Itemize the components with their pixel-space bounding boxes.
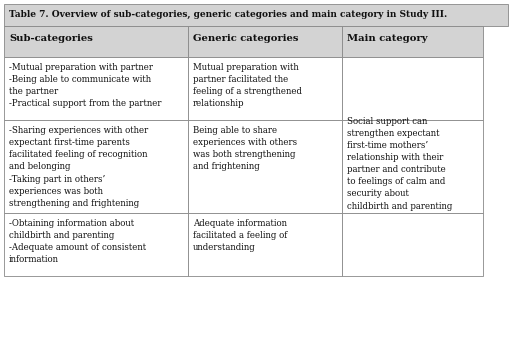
Text: Generic categories: Generic categories <box>193 34 298 43</box>
Bar <box>4 26 188 57</box>
Bar <box>188 213 342 276</box>
Bar <box>4 4 508 26</box>
Text: Main category: Main category <box>347 34 427 43</box>
Text: Being able to share
experiences with others
was both strengthening
and frighteni: Being able to share experiences with oth… <box>193 126 297 172</box>
Text: Sub-categories: Sub-categories <box>9 34 93 43</box>
Bar <box>188 26 342 57</box>
Text: -Mutual preparation with partner
-Being able to communicate with
the partner
-Pr: -Mutual preparation with partner -Being … <box>9 63 161 108</box>
Bar <box>4 213 188 276</box>
Bar <box>342 26 483 57</box>
Bar <box>342 120 483 213</box>
Text: Table 7. Overview of sub-categories, generic categories and main category in Stu: Table 7. Overview of sub-categories, gen… <box>9 10 447 19</box>
Text: Adequate information
facilitated a feeling of
understanding: Adequate information facilitated a feeli… <box>193 219 287 252</box>
Bar <box>188 120 342 213</box>
Bar <box>342 57 483 120</box>
Text: Social support can
strengthen expectant
first-time mothers’
relationship with th: Social support can strengthen expectant … <box>347 117 452 211</box>
Text: Mutual preparation with
partner facilitated the
feeling of a strengthened
relati: Mutual preparation with partner facilita… <box>193 63 302 108</box>
Text: -Sharing experiences with other
expectant first-time parents
facilitated feeling: -Sharing experiences with other expectan… <box>9 126 148 208</box>
Bar <box>188 57 342 120</box>
Bar <box>4 120 188 213</box>
Bar <box>342 213 483 276</box>
Text: -Obtaining information about
childbirth and parenting
-Adequate amount of consis: -Obtaining information about childbirth … <box>9 219 146 264</box>
Bar <box>4 57 188 120</box>
